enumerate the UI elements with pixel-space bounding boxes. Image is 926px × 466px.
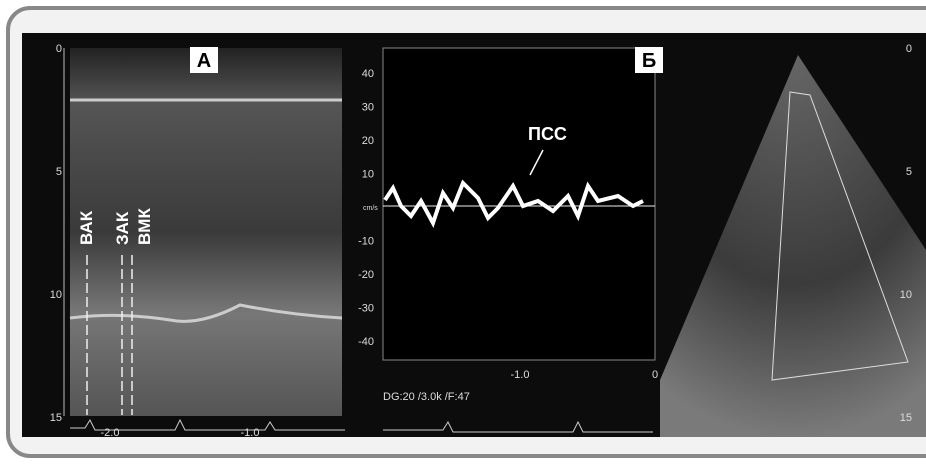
valve-label: ВАК (77, 210, 96, 245)
depth-label: 0 (56, 43, 62, 55)
figure: А ПСС cm/s Б DG:20 /3.0k /F:47 0 5 10 15 ВАК… (0, 0, 926, 461)
depth-label: 15 (50, 412, 62, 424)
unit: cm/s (363, 205, 378, 212)
valve-label: ВМК (135, 208, 154, 245)
time-label: 0 (652, 369, 658, 381)
depth-label: 5 (56, 166, 62, 178)
depth-label: 5 (906, 166, 912, 178)
velocity-label: 20 (362, 135, 374, 147)
panel-label: А (197, 50, 211, 72)
velocity-label: 10 (362, 169, 374, 181)
velocity-label: 30 (362, 102, 374, 114)
time-label: -1.0 (241, 427, 260, 439)
depth-label: 10 (50, 289, 62, 301)
depth-label: 15 (900, 412, 912, 424)
velocity-label: 40 (362, 68, 374, 80)
settings: DG:20 /3.0k /F:47 (383, 391, 470, 403)
valve-label: ЗАК (113, 211, 132, 245)
m-mode-image (70, 48, 342, 416)
depth-label: 10 (900, 289, 912, 301)
velocity-label: -20 (358, 269, 374, 281)
time-label: -1.0 (511, 369, 530, 381)
depth-label: 0 (906, 43, 912, 55)
panel-label: Б (642, 50, 656, 72)
time-label: -2.0 (101, 427, 120, 439)
velocity-label: -40 (358, 336, 374, 348)
annotation: ПСС (528, 124, 567, 144)
velocity-label: -10 (358, 236, 374, 248)
velocity-label: -30 (358, 303, 374, 315)
